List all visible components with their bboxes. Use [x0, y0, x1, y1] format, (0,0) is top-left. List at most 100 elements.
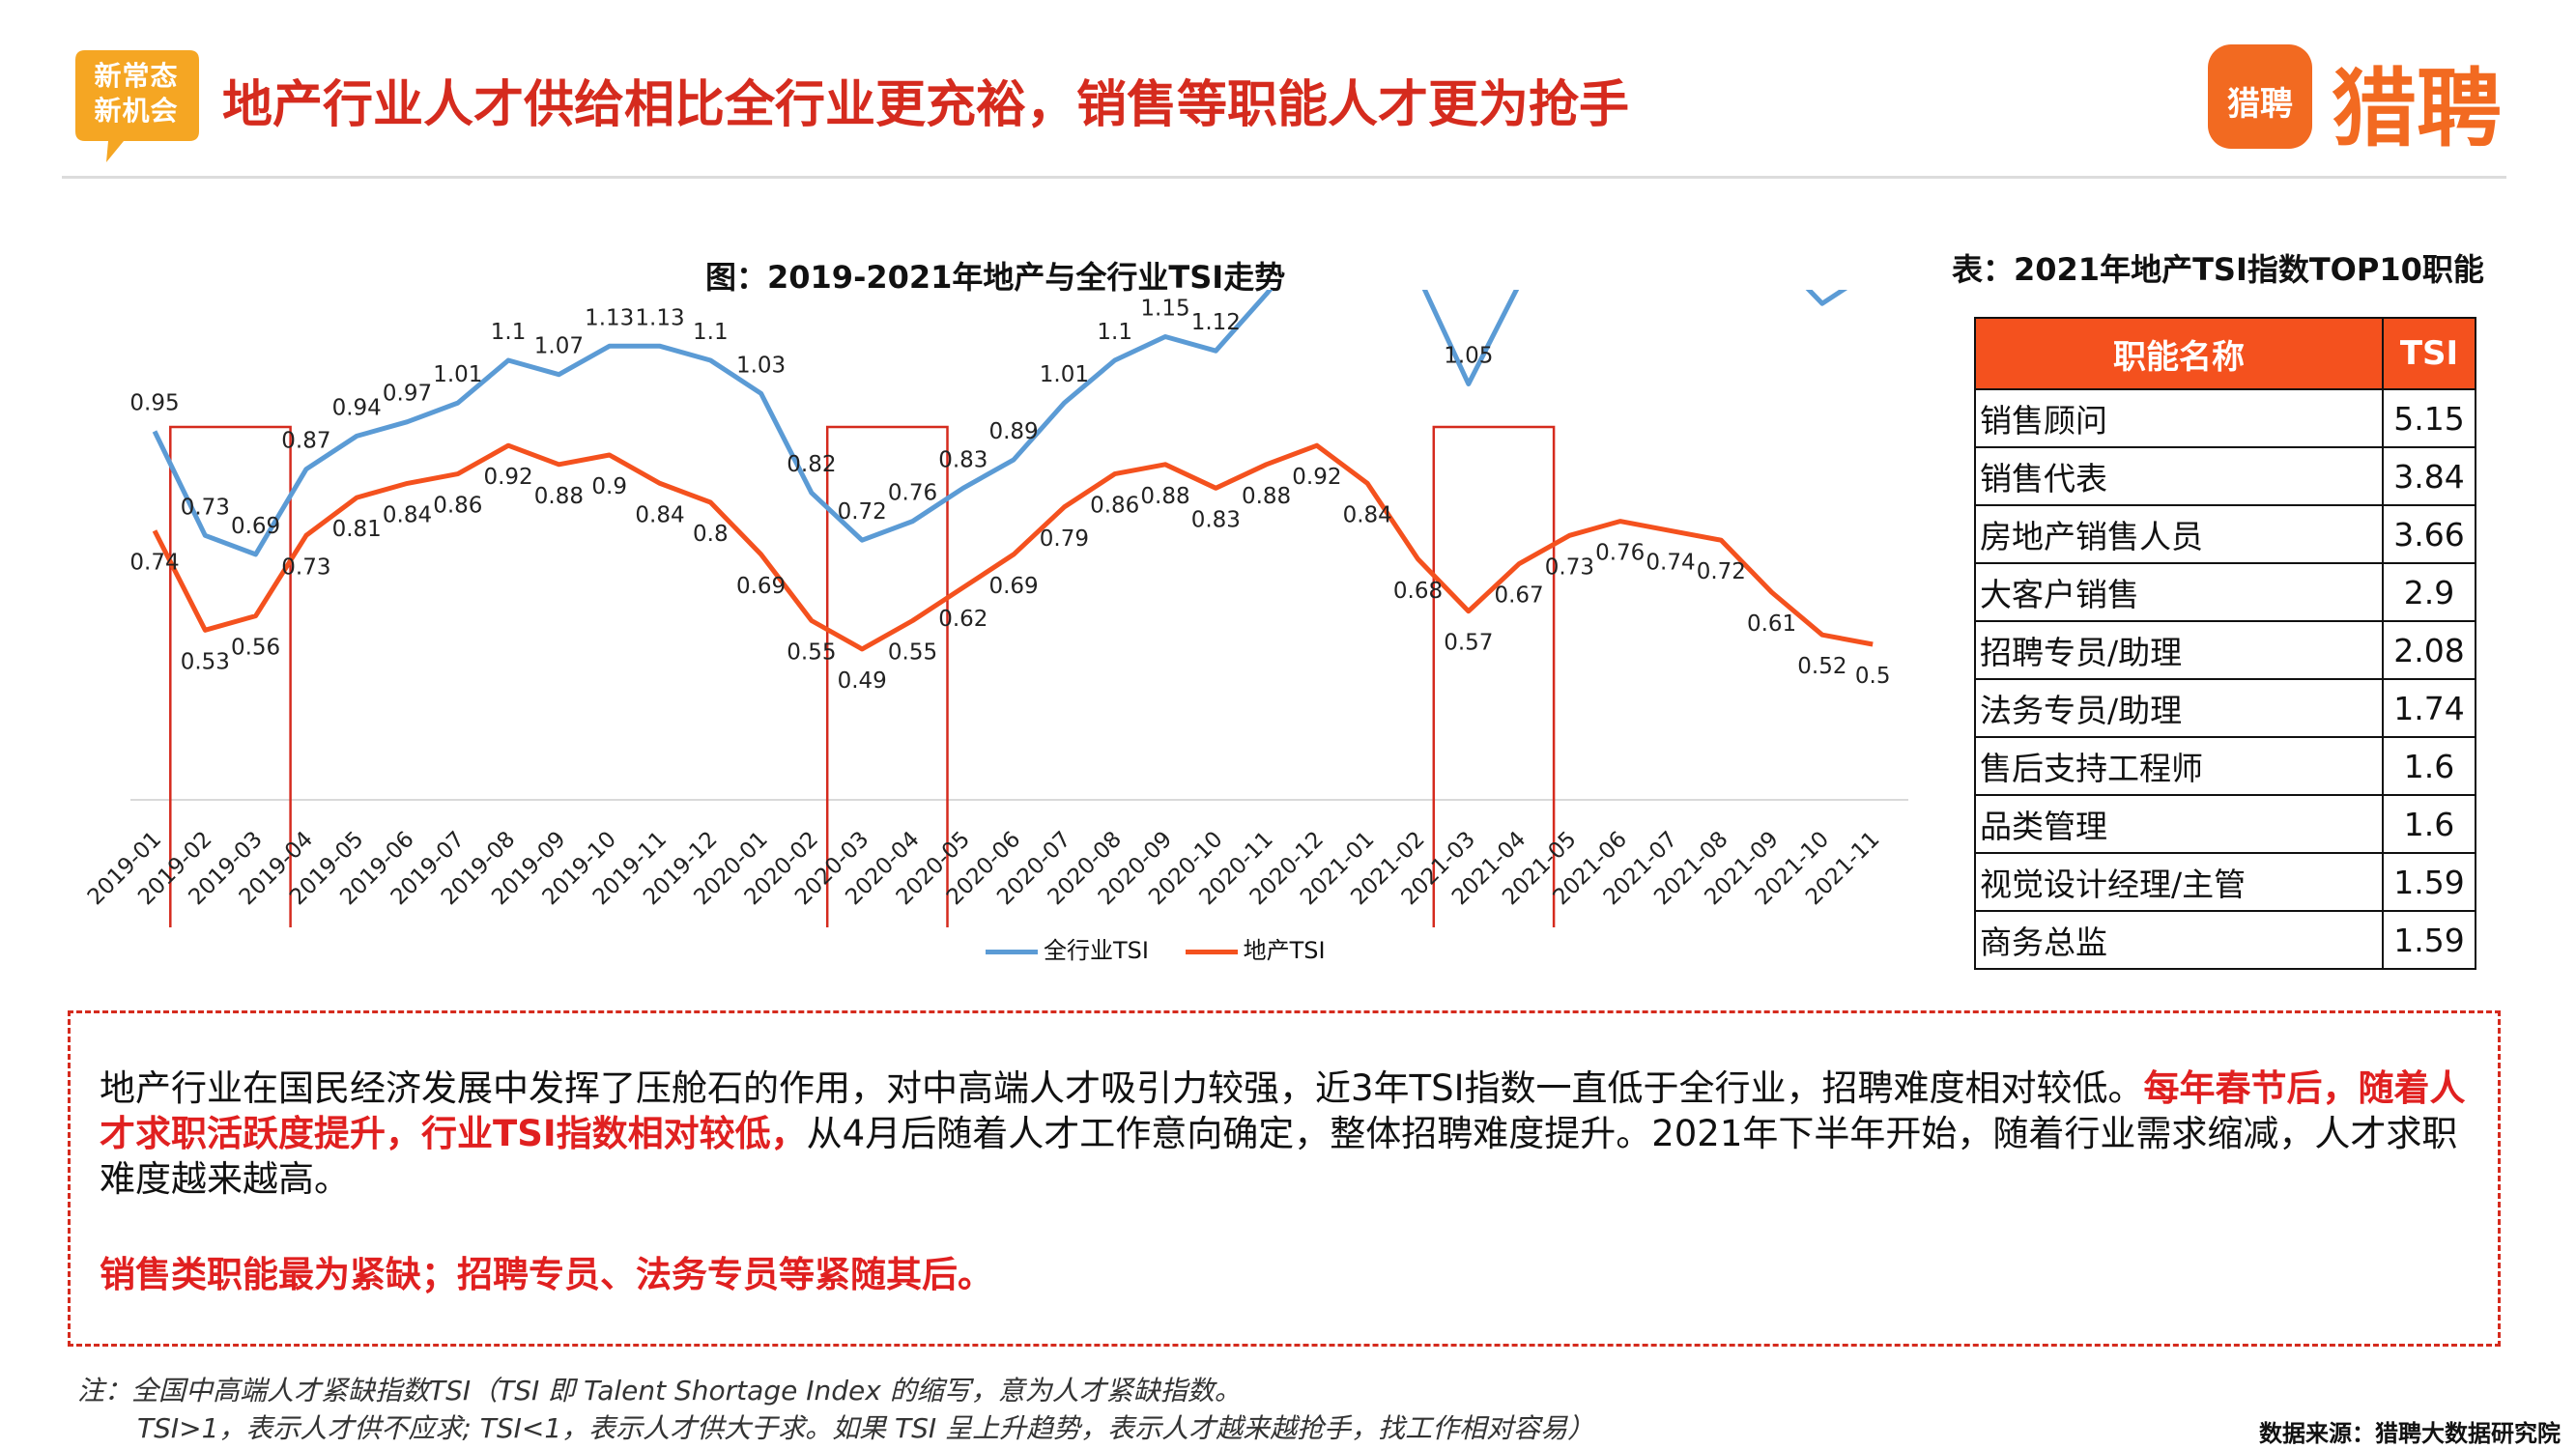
highlight-box [1432, 425, 1556, 927]
insight-conclusion: 销售类职能最为紧缺；招聘专员、法务专员等紧随其后。 [100, 1254, 993, 1295]
data-label: 1.03 [736, 353, 786, 378]
legend-swatch-realestate [1185, 949, 1238, 954]
data-label: 1.1 [491, 320, 527, 345]
data-label: 0.84 [1343, 502, 1392, 527]
table-title: 表：2021年地产TSI指数TOP10职能 [1952, 251, 2484, 288]
page-title: 地产行业人才供给相比全行业更充裕，销售等职能人才更为抢手 [222, 76, 1630, 134]
data-label: 0.76 [1595, 541, 1645, 566]
data-label: 0.8 [693, 522, 729, 547]
legend-item-realestate: 地产TSI [1185, 931, 1326, 965]
highlight-box [825, 425, 949, 927]
table-row: 法务专员/助理 1.74 [1974, 678, 2476, 738]
table-row: 售后支持工程师 1.6 [1974, 736, 2476, 796]
insight-paragraph: 地产行业在国民经济发展中发挥了压舱石的作用，对中高端人才吸引力较强，近3年TSI… [100, 1065, 2476, 1202]
header-divider [62, 176, 2506, 179]
highlight-box [169, 425, 292, 927]
data-label: 0.83 [1191, 507, 1241, 532]
data-label: 0.5 [1855, 664, 1891, 689]
table-cell-tsi: 1.59 [2382, 852, 2476, 912]
data-label: 0.55 [888, 640, 937, 666]
table-row: 视觉设计经理/主管 1.59 [1974, 852, 2476, 912]
table-cell-name: 销售代表 [1974, 446, 2384, 506]
data-label: 0.84 [383, 502, 432, 527]
data-label: 0.76 [888, 481, 937, 506]
table-row: 品类管理 1.6 [1974, 794, 2476, 854]
data-label: 0.55 [787, 640, 836, 666]
data-label: 0.89 [988, 419, 1038, 444]
tsi-top10-table: 职能名称 TSI 销售顾问 5.15 销售代表 3.84 房地产销售人员 3.66 大客户销… [1974, 317, 2476, 970]
data-source: 数据来源：猎聘大数据研究院 [2259, 1420, 2561, 1447]
legend-swatch-industry [986, 949, 1038, 954]
table-cell-tsi: 1.74 [2382, 678, 2476, 738]
chart-title: 图：2019-2021年地产与全行业TSI走势 [705, 259, 1286, 296]
data-label: 0.87 [281, 429, 330, 454]
footnote-line-1: 注：全国中高端人才紧缺指数TSI（TSI 即 Talent Shortage I… [77, 1375, 1242, 1406]
data-label: 0.88 [1140, 484, 1189, 509]
table-cell-name: 售后支持工程师 [1974, 736, 2384, 796]
data-label: 1.07 [534, 334, 584, 359]
insight-text-2: 从4月后随着人才工作意向确定，整体招聘难度提升。2021年下半年开始，随着行业需… [100, 1113, 2458, 1200]
data-label: 0.74 [129, 550, 179, 575]
table-cell-name: 视觉设计经理/主管 [1974, 852, 2384, 912]
data-label: 0.69 [988, 574, 1038, 599]
table-header-tsi: TSI [2382, 317, 2476, 390]
badge-line-2: 新机会 [94, 95, 179, 127]
data-label: 0.92 [483, 465, 532, 490]
data-label: 0.86 [433, 494, 482, 519]
table-cell-tsi: 2.08 [2382, 620, 2476, 680]
chart-legend: 全行业TSI 地产TSI [986, 931, 1355, 964]
data-label: 0.67 [1494, 583, 1543, 609]
data-label: 0.52 [1797, 654, 1846, 679]
data-label: 0.56 [231, 636, 280, 661]
data-label: 0.95 [129, 391, 179, 416]
liepin-logo: 猎聘 猎聘 [2208, 37, 2502, 158]
data-label: 0.97 [383, 382, 432, 407]
data-label: 0.9 [591, 474, 627, 499]
logo-box: 猎聘 [2208, 44, 2312, 149]
data-label: 0.57 [1444, 631, 1493, 656]
data-label: 0.72 [838, 499, 887, 525]
table-row: 销售代表 3.84 [1974, 446, 2476, 506]
data-label: 0.83 [938, 447, 987, 472]
table-row: 房地产销售人员 3.66 [1974, 504, 2476, 564]
data-label: 0.49 [838, 668, 887, 694]
data-label: 1.01 [1040, 362, 1089, 387]
footnote-line-2: TSI>1，表示人才供不应求; TSI<1，表示人才供大于求。如果 TSI 呈上… [137, 1412, 1595, 1444]
badge-line-1: 新常态 [94, 60, 179, 92]
new-normal-badge: 新常态 新机会 [66, 43, 201, 164]
table-header-name: 职能名称 [1974, 317, 2384, 390]
data-label: 0.61 [1747, 611, 1796, 637]
data-label: 1.01 [433, 362, 482, 387]
data-label: 0.82 [787, 452, 836, 477]
data-label: 0.62 [938, 607, 987, 632]
data-label: 1.13 [585, 305, 634, 330]
data-label: 0.69 [736, 574, 786, 599]
data-label: 0.88 [1242, 484, 1291, 509]
data-label: 0.88 [534, 484, 584, 509]
insight-highlight: 每年春节后，随着人才求职活跃度提升，行业TSI指数相对较低， [100, 1067, 2466, 1154]
data-label: 0.86 [1090, 494, 1139, 519]
data-label: 0.73 [1545, 554, 1594, 580]
logo-box-text: 猎聘 [2227, 85, 2293, 124]
data-label: 0.94 [332, 395, 382, 420]
table-cell-name: 销售顾问 [1974, 388, 2384, 448]
insight-text-1: 地产行业在国民经济发展中发挥了压舱石的作用，对中高端人才吸引力较强，近3年TSI… [100, 1067, 2144, 1109]
series-line-industry [152, 290, 1848, 557]
table-header-row: 职能名称 TSI [1974, 317, 2476, 390]
series-line-realestate [152, 442, 1874, 652]
table-row: 招聘专员/助理 2.08 [1974, 620, 2476, 680]
table-cell-tsi: 3.66 [2382, 504, 2476, 564]
data-label: 1.12 [1191, 310, 1241, 335]
legend-item-industry: 全行业TSI [986, 931, 1149, 965]
table-cell-tsi: 3.84 [2382, 446, 2476, 506]
table-body: 销售顾问 5.15 销售代表 3.84 房地产销售人员 3.66 大客户销售 2.9 招聘专员/… [1974, 388, 2476, 970]
data-label: 0.73 [181, 495, 230, 520]
data-label: 0.79 [1040, 526, 1089, 552]
data-label: 1.05 [1444, 344, 1493, 369]
table-cell-name: 法务专员/助理 [1974, 678, 2384, 738]
insight-box: 地产行业在国民经济发展中发挥了压舱石的作用，对中高端人才吸引力较强，近3年TSI… [68, 1010, 2501, 1347]
data-label: 0.92 [1292, 465, 1341, 490]
table-cell-tsi: 1.59 [2382, 910, 2476, 970]
data-label: 1.15 [1140, 297, 1189, 322]
table-cell-tsi: 5.15 [2382, 388, 2476, 448]
